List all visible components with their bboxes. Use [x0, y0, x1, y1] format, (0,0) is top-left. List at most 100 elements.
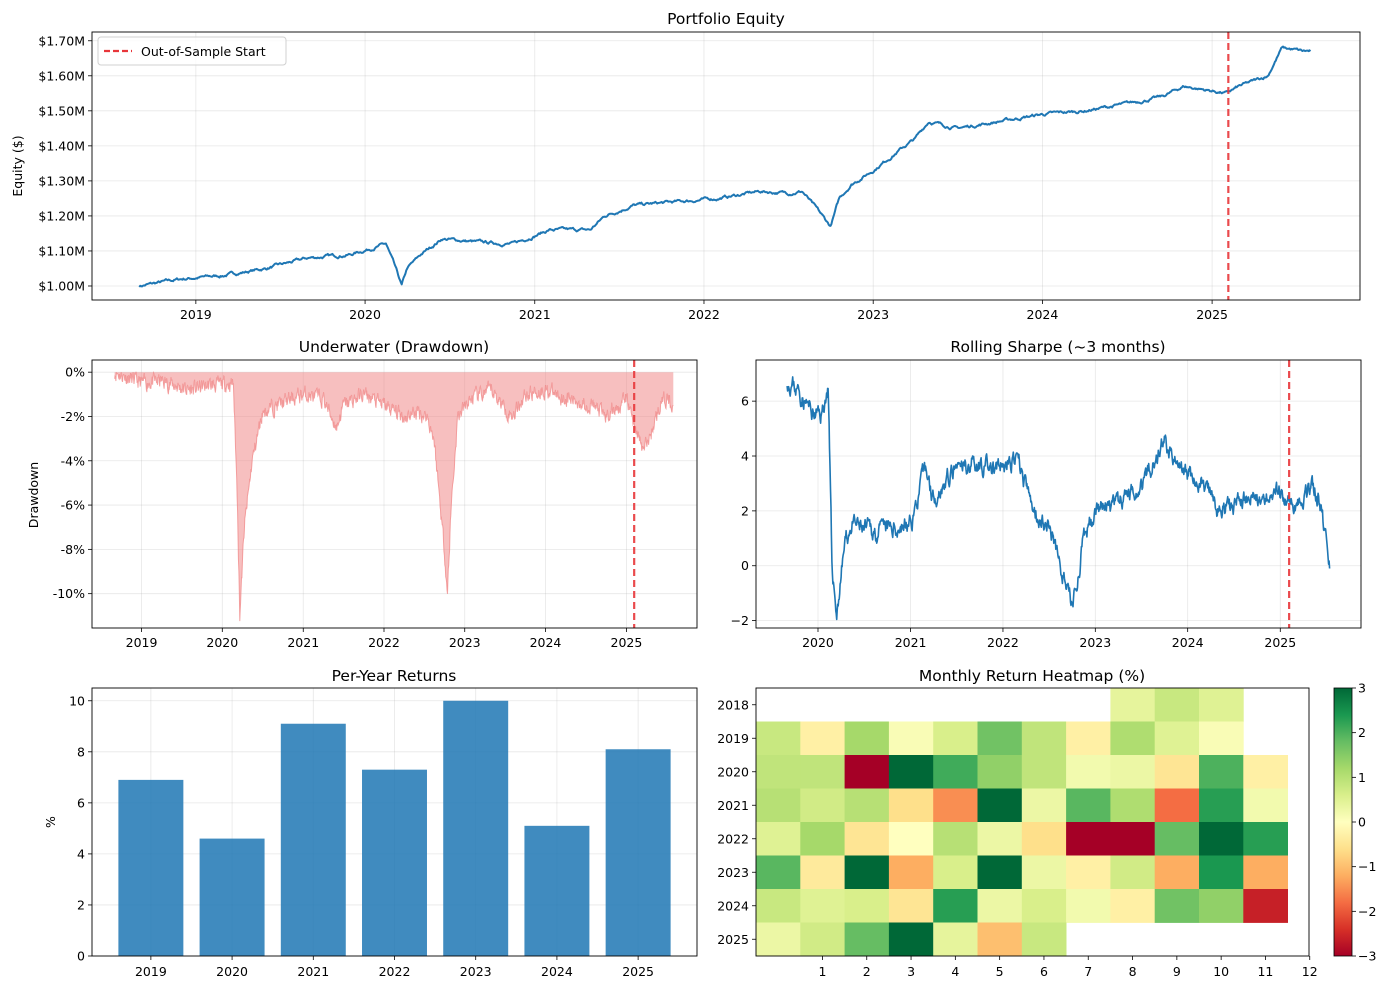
- bar-2024: [524, 825, 590, 956]
- heatmap-cell: [800, 889, 845, 923]
- y-tick-label: 8: [77, 744, 85, 759]
- heatmap-cell: [1066, 889, 1111, 923]
- x-tick-label: 2023: [857, 307, 889, 322]
- x-tick-label: 4: [951, 964, 959, 979]
- y-tick-label: 2021: [717, 798, 749, 813]
- bar-2019: [118, 779, 184, 956]
- x-tick-label: 2022: [379, 964, 411, 979]
- heatmap-cell: [1199, 855, 1244, 890]
- heatmap-cell: [1154, 855, 1200, 890]
- x-tick-label: 2020: [216, 964, 248, 979]
- heatmap-cell: [888, 855, 934, 890]
- heatmap-cell: [1021, 822, 1067, 856]
- per-year-ylabel: %: [43, 816, 58, 828]
- sharpe-frame: [755, 359, 1362, 629]
- heatmap-cell: [1021, 788, 1067, 823]
- equity-frame: [91, 31, 1361, 301]
- heatmap-cell: [1243, 822, 1288, 856]
- y-tick-label: $1.60M: [38, 68, 85, 83]
- heatmap-cell: [888, 788, 934, 823]
- x-tick-label: 2019: [180, 307, 212, 322]
- x-tick-label: 2025: [1196, 307, 1228, 322]
- x-tick-label: 2021: [297, 964, 329, 979]
- colorbar-tick-label: 0: [1358, 815, 1366, 830]
- drawdown-line: [114, 370, 674, 622]
- x-tick-label: 5: [996, 964, 1004, 979]
- underwater-panel: Underwater (Drawdown) 2019 2020 2021 2022 20…: [26, 338, 698, 650]
- y-tick-label: $1.50M: [38, 103, 85, 118]
- x-tick-label: 2021: [287, 635, 319, 650]
- x-tick-label: 10: [1213, 964, 1229, 979]
- per-year-panel: Per-Year Returns 2019 2020 2021 2022 2023 202…: [43, 667, 698, 979]
- heatmap-cell: [888, 755, 934, 789]
- y-tick-label: 0: [741, 558, 749, 573]
- heatmap-cell: [1110, 721, 1156, 756]
- y-tick-label: 4: [741, 449, 749, 464]
- heatmap-cell: [1066, 755, 1111, 789]
- y-tick-label: 6: [77, 795, 85, 810]
- heatmap-cell: [1199, 688, 1244, 722]
- heatmap-cell: [844, 721, 890, 756]
- heatmap-cell: [1154, 688, 1200, 722]
- heatmap-cell: [1243, 788, 1288, 823]
- colorbar: [1333, 687, 1353, 957]
- colorbar-tick-label: 1: [1358, 770, 1366, 785]
- y-tick-label: 2019: [717, 731, 749, 746]
- y-tick-label: $1.10M: [38, 243, 85, 258]
- x-tick-label: 2024: [541, 964, 573, 979]
- heatmap-cell: [1154, 788, 1200, 823]
- y-tick-label: $1.40M: [38, 138, 85, 153]
- equity-ylabel: Equity ($): [10, 135, 25, 196]
- heatmap-cell: [888, 922, 934, 957]
- heatmap-cell: [1199, 889, 1244, 923]
- underwater-ylabel: Drawdown: [26, 462, 41, 528]
- heatmap-cell: [800, 822, 845, 856]
- x-tick-label: 2023: [460, 964, 492, 979]
- heatmap-title: Monthly Return Heatmap (%): [919, 667, 1145, 685]
- bar-2025: [605, 749, 671, 956]
- heatmap-cell: [800, 721, 845, 756]
- y-tick-label: $1.30M: [38, 173, 85, 188]
- y-tick-label: 10: [69, 693, 85, 708]
- heatmap-cell: [756, 755, 801, 789]
- heatmap-cell: [1110, 688, 1156, 722]
- heatmap-cell: [933, 822, 978, 856]
- heatmap-cell: [933, 889, 978, 923]
- y-tick-label: 0%: [65, 365, 85, 380]
- x-tick-label: 2020: [349, 307, 381, 322]
- drawdown-area: [114, 372, 674, 622]
- x-tick-label: 7: [1084, 964, 1092, 979]
- sharpe-title: Rolling Sharpe (~3 months): [950, 338, 1165, 356]
- heatmap-cell: [977, 755, 1023, 789]
- heatmap-cell: [756, 889, 801, 923]
- y-tick-label: -4%: [61, 453, 85, 468]
- heatmap-cell: [756, 788, 801, 823]
- heatmap-cell: [1066, 822, 1111, 856]
- heatmap-cell: [1110, 788, 1156, 823]
- heatmap-cell: [1021, 855, 1067, 890]
- heatmap-cell: [1066, 855, 1111, 890]
- y-tick-label: 2025: [717, 932, 749, 947]
- x-tick-label: 6: [1040, 964, 1048, 979]
- heatmap-cell: [800, 788, 845, 823]
- y-tick-label: $1.20M: [38, 208, 85, 223]
- x-tick-label: 2024: [1027, 307, 1059, 322]
- heatmap-cell: [1110, 822, 1156, 856]
- x-tick-label: 2024: [1172, 635, 1204, 650]
- y-tick-label: 2018: [717, 697, 749, 712]
- heatmap-cell: [756, 721, 801, 756]
- legend-oos-label: Out-of-Sample Start: [141, 44, 266, 59]
- x-tick-label: 8: [1129, 964, 1137, 979]
- underwater-title: Underwater (Drawdown): [299, 338, 489, 356]
- heatmap-cell: [1066, 721, 1111, 756]
- heatmap-cell: [844, 922, 890, 957]
- heatmap-cell: [1154, 755, 1200, 789]
- heatmap-cell: [977, 922, 1023, 957]
- heatmap-cell: [933, 855, 978, 890]
- equity-title: Portfolio Equity: [667, 10, 785, 28]
- colorbar-tick-label: −1: [1358, 859, 1376, 874]
- heatmap-cell: [800, 855, 845, 890]
- heatmap-cell: [933, 721, 978, 756]
- heatmap-cell: [1199, 788, 1244, 823]
